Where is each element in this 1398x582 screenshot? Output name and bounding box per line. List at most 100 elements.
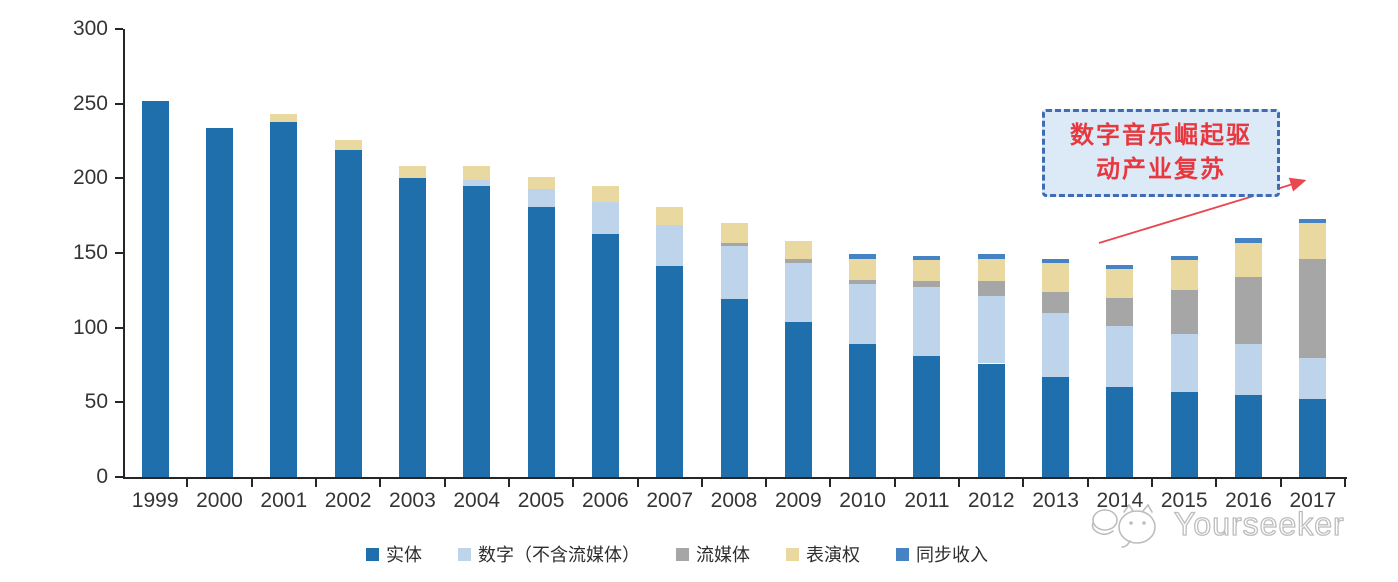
bar-segment-2013 bbox=[1042, 258, 1070, 264]
y-axis-tick-label: 0 bbox=[96, 465, 108, 488]
annotation-line-2: 动产业复苏 bbox=[1096, 157, 1226, 183]
bar-segment-2010 bbox=[849, 284, 877, 345]
legend-item: 实体 bbox=[366, 541, 422, 567]
x-axis-label-1999: 1999 bbox=[131, 489, 179, 512]
bar-segment-2015 bbox=[1170, 260, 1198, 291]
bar-segment-2006 bbox=[591, 233, 619, 477]
bar-segment-2010 bbox=[849, 258, 877, 280]
x-axis-tick-mark bbox=[893, 479, 896, 487]
x-axis-tick-mark bbox=[1151, 479, 1154, 487]
legend-label: 同步收入 bbox=[916, 545, 988, 565]
watermark: Yourseeker bbox=[1088, 498, 1345, 550]
x-axis-label-2014: 2014 bbox=[1096, 489, 1144, 512]
bar-segment-2011 bbox=[913, 255, 941, 261]
bar-segment-2008 bbox=[720, 245, 748, 300]
bar-segment-2005 bbox=[527, 188, 555, 207]
bar-segment-2000 bbox=[205, 127, 233, 477]
bar-segment-2007 bbox=[656, 206, 684, 225]
bar-segment-2012 bbox=[977, 281, 1005, 297]
x-axis-tick-mark bbox=[1344, 479, 1346, 487]
legend-swatch-icon bbox=[786, 547, 799, 561]
x-axis-label-2001: 2001 bbox=[260, 489, 308, 512]
bar-segment-2013 bbox=[1042, 263, 1070, 292]
bar-segment-2004 bbox=[463, 179, 491, 186]
x-axis-label-2013: 2013 bbox=[1032, 489, 1079, 512]
bar-segment-2014 bbox=[1106, 269, 1134, 298]
y-axis-tick-mark bbox=[115, 177, 123, 180]
bar-segment-2014 bbox=[1106, 297, 1134, 327]
bar-segment-2008 bbox=[720, 299, 748, 477]
bar-segment-2015 bbox=[1170, 255, 1198, 261]
bar-segment-2012 bbox=[977, 363, 1005, 477]
legend-item: 表演权 bbox=[786, 541, 860, 567]
bar-segment-2012 bbox=[977, 254, 1005, 259]
y-axis-tick-mark bbox=[115, 401, 123, 404]
bar-segment-2011 bbox=[913, 287, 941, 357]
x-axis-label-2005: 2005 bbox=[517, 489, 565, 512]
x-axis-tick-mark bbox=[1086, 479, 1089, 487]
y-axis-tick-label: 300 bbox=[72, 17, 108, 40]
bar-segment-2005 bbox=[527, 176, 555, 189]
x-axis-tick-mark bbox=[829, 479, 832, 487]
bar-segment-2011 bbox=[913, 281, 941, 288]
annotation-callout: 数字音乐崛起驱 动产业复苏 bbox=[1042, 109, 1280, 197]
bar-segment-1999 bbox=[141, 100, 169, 477]
x-axis-label-2002: 2002 bbox=[324, 489, 372, 512]
legend-item: 同步收入 bbox=[896, 541, 988, 567]
legend-label: 表演权 bbox=[806, 545, 860, 565]
x-axis-tick-mark bbox=[443, 479, 446, 487]
bar-segment-2010 bbox=[849, 254, 877, 259]
legend-item: 数字（不含流媒体） bbox=[458, 541, 640, 567]
bar-segment-2017 bbox=[1299, 223, 1327, 259]
x-axis-label-2004: 2004 bbox=[453, 489, 501, 512]
y-axis-tick-mark bbox=[115, 102, 123, 105]
y-axis-tick-mark bbox=[115, 252, 123, 254]
bar-segment-2008 bbox=[720, 223, 748, 243]
bar-segment-2001 bbox=[270, 121, 298, 477]
bar-segment-2012 bbox=[977, 296, 1005, 364]
x-axis-label-2000: 2000 bbox=[196, 489, 243, 512]
bar-segment-2015 bbox=[1170, 391, 1198, 477]
yourseeker-cat-logo-icon bbox=[1091, 503, 1156, 548]
bar-segment-2011 bbox=[913, 356, 941, 477]
x-axis-tick-mark bbox=[572, 479, 575, 487]
x-axis-tick-mark bbox=[507, 479, 510, 487]
x-axis-label-2006: 2006 bbox=[582, 489, 629, 512]
bar-segment-2016 bbox=[1235, 394, 1263, 477]
x-axis-label-2009: 2009 bbox=[774, 489, 822, 512]
x-axis-label-2017: 2017 bbox=[1289, 489, 1337, 512]
bar-segment-2004 bbox=[463, 166, 491, 180]
x-axis-label-2010: 2010 bbox=[839, 489, 886, 512]
legend-swatch-icon bbox=[458, 547, 471, 561]
bar-segment-2011 bbox=[913, 260, 941, 282]
bar-segment-2012 bbox=[977, 258, 1005, 282]
x-axis-tick-mark bbox=[379, 479, 382, 487]
x-axis-label-2003: 2003 bbox=[389, 489, 436, 512]
y-axis-tick-mark bbox=[115, 28, 123, 30]
legend-swatch-icon bbox=[676, 547, 689, 561]
y-axis-tick-label: 150 bbox=[72, 241, 108, 264]
bar-segment-2005 bbox=[527, 206, 555, 477]
y-axis-tick-mark bbox=[115, 326, 123, 329]
x-axis-label-2016: 2016 bbox=[1225, 489, 1272, 512]
bar-segment-2003 bbox=[398, 166, 426, 179]
bar-segment-2001 bbox=[270, 114, 298, 122]
legend-label: 实体 bbox=[386, 545, 422, 565]
bar-segment-2007 bbox=[656, 266, 684, 477]
x-axis-label-2008: 2008 bbox=[710, 489, 758, 512]
legend: 实体 数字（不含流媒体） 流媒体 表演权 同步收入 bbox=[366, 541, 988, 567]
x-axis-tick-mark bbox=[1279, 479, 1282, 487]
x-axis-tick-mark bbox=[1215, 479, 1218, 487]
bar-segment-2006 bbox=[591, 202, 619, 234]
bar-segment-2016 bbox=[1235, 238, 1263, 243]
bar-segment-2004 bbox=[463, 185, 491, 477]
x-axis-label-2007: 2007 bbox=[646, 489, 694, 512]
y-axis-tick-label: 250 bbox=[72, 91, 108, 115]
x-axis-tick-mark bbox=[958, 479, 961, 487]
bar-segment-2016 bbox=[1235, 242, 1263, 277]
plot-area bbox=[123, 29, 1347, 479]
bar-segment-2008 bbox=[720, 242, 748, 246]
bar-segment-2015 bbox=[1170, 333, 1198, 392]
bar-segment-2002 bbox=[334, 149, 362, 477]
bar-segment-2014 bbox=[1106, 326, 1134, 388]
